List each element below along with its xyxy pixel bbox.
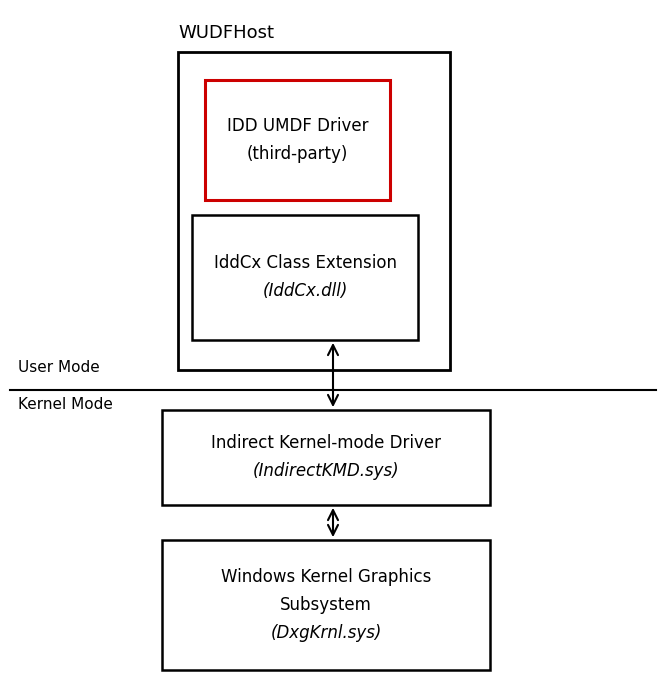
Bar (192, 215, 418, 340)
Text: (IndirectKMD.sys): (IndirectKMD.sys) (252, 463, 400, 480)
Text: (DxgKrnl.sys): (DxgKrnl.sys) (270, 624, 382, 642)
Text: WUDFHost: WUDFHost (178, 24, 274, 42)
Text: (third-party): (third-party) (247, 145, 348, 163)
Bar (178, 52, 450, 370)
Text: IddCx Class Extension: IddCx Class Extension (214, 255, 396, 272)
Text: Windows Kernel Graphics: Windows Kernel Graphics (221, 568, 431, 586)
Text: Subsystem: Subsystem (280, 596, 372, 614)
Bar (162, 540, 490, 670)
Text: (IddCx.dll): (IddCx.dll) (262, 283, 348, 300)
Text: Indirect Kernel-mode Driver: Indirect Kernel-mode Driver (211, 435, 441, 452)
Text: User Mode: User Mode (18, 360, 100, 375)
Text: Kernel Mode: Kernel Mode (18, 397, 113, 412)
Text: IDD UMDF Driver: IDD UMDF Driver (226, 117, 368, 135)
Bar (205, 80, 390, 200)
Bar (162, 410, 490, 505)
